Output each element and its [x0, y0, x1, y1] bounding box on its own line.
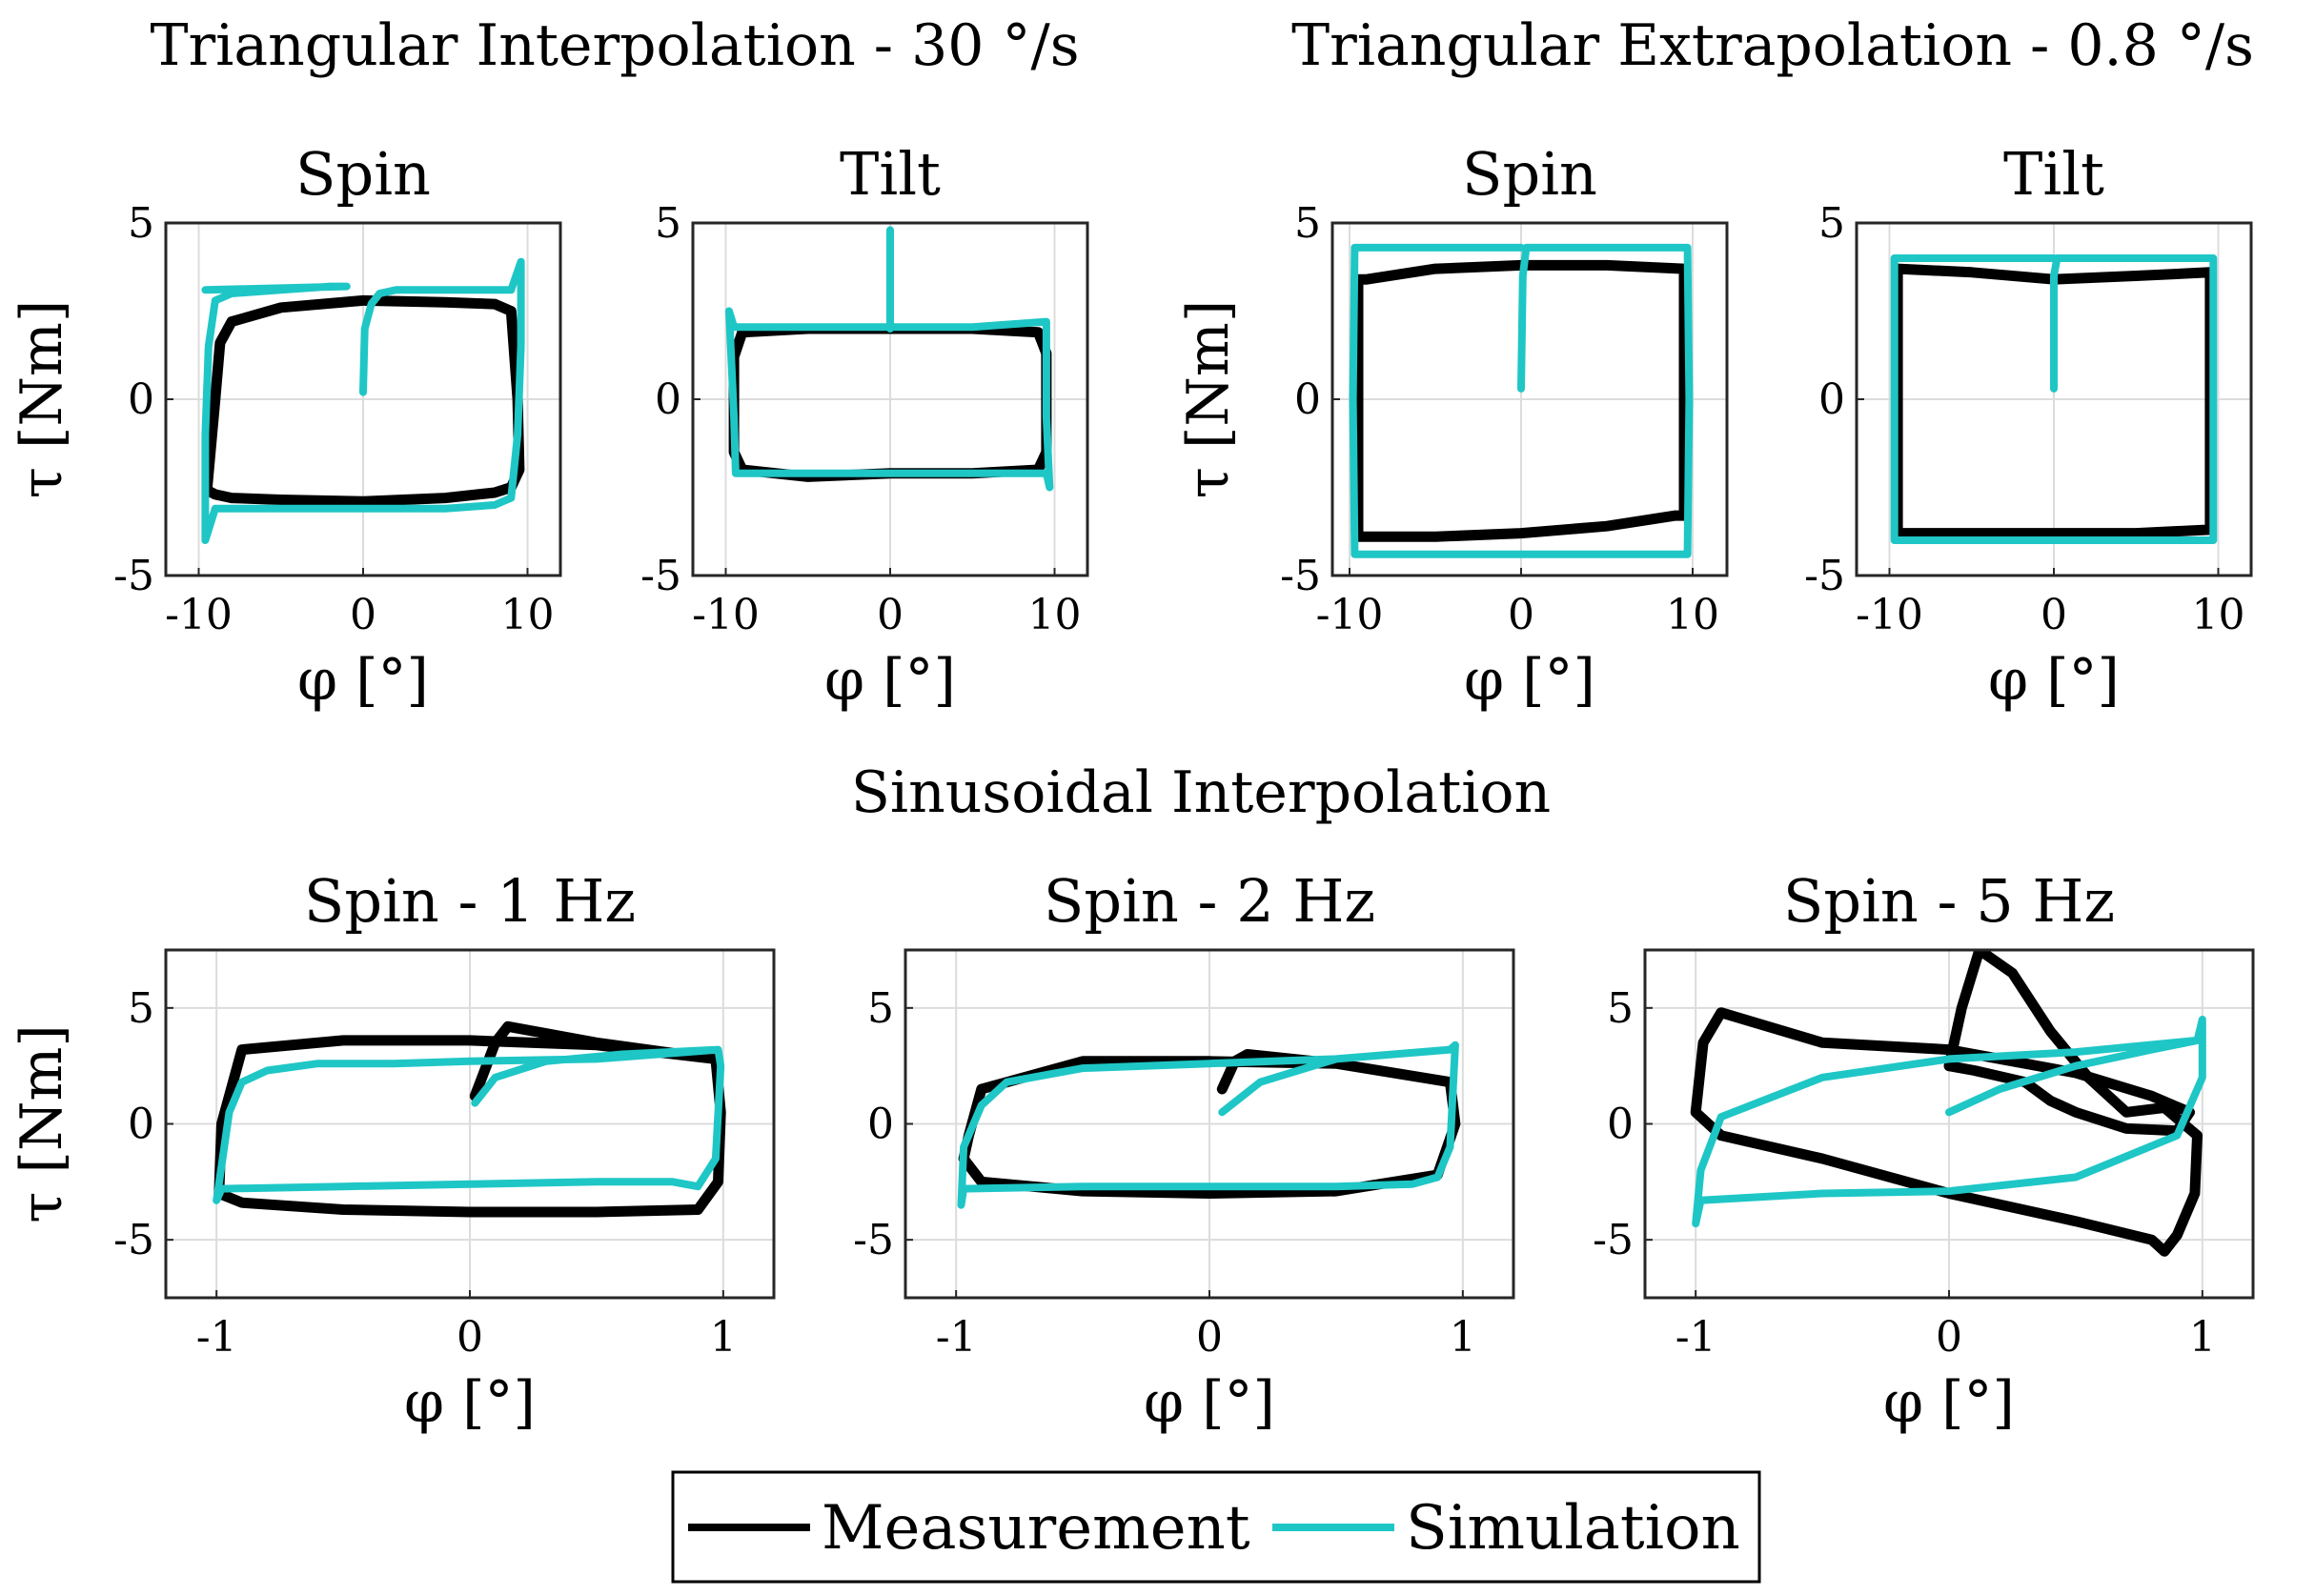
x-tick-label: 1: [2189, 1313, 2216, 1362]
y-tick-label: 0: [128, 1101, 154, 1149]
y-tick-label: 0: [128, 375, 154, 424]
series-group: [957, 1040, 1461, 1209]
x-tick-label: 10: [501, 591, 555, 639]
y-tick-label: 5: [1818, 199, 1845, 248]
series-group: [1890, 254, 2218, 544]
x-tick-label: 0: [350, 591, 376, 639]
x-axis-label: φ [°]: [404, 1369, 536, 1436]
y-tick-label: 5: [655, 199, 681, 248]
series-group: [1349, 243, 1694, 558]
y-tick-label: 5: [128, 199, 154, 248]
measurement-series-line: [1690, 950, 2203, 1257]
y-tick-label: -5: [853, 1216, 894, 1264]
legend-measurement-label: Measurement: [822, 1493, 1250, 1564]
x-tick-label: 0: [1508, 591, 1534, 639]
y-tick-label: 0: [1818, 375, 1845, 424]
x-tick-label: -10: [1856, 591, 1923, 639]
y-axis-label: τ [Nm]: [9, 1024, 75, 1222]
y-tick-label: 0: [1607, 1101, 1634, 1149]
y-tick-label: -5: [113, 1216, 154, 1264]
chart-title: Spin - 5 Hz: [1783, 866, 2115, 936]
y-tick-label: -5: [1593, 1216, 1634, 1264]
chart-title: Tilt: [2003, 139, 2104, 209]
y-tick-label: 5: [1294, 199, 1321, 248]
simulation-series-line: [1349, 243, 1694, 558]
chart-panel-1: -10 0 10 -5 0 5 Spin φ [°] τ [Nm]: [9, 139, 562, 714]
y-tick-label: -5: [1804, 552, 1845, 600]
x-tick-label: 10: [1028, 591, 1082, 639]
chart-panel-7: -1 0 1 -5 0 5 Spin - 5 Hz φ [°]: [1593, 866, 2255, 1436]
chart-panel-5: -1 0 1 -5 0 5 Spin - 1 Hz φ [°] τ [Nm]: [9, 866, 776, 1436]
group-title-triangular-extrapolation: Triangular Extrapolation - 0.8 °/s: [1291, 12, 2254, 79]
x-tick-label: -1: [936, 1313, 977, 1362]
y-tick-label: 5: [128, 984, 154, 1033]
chart-title: Spin: [295, 139, 431, 209]
simulation-series-line: [1692, 1016, 2206, 1228]
chart-title: Spin - 2 Hz: [1044, 866, 1375, 936]
y-tick-label: 5: [867, 984, 894, 1033]
simulation-series-line: [1890, 254, 2218, 544]
chart-panel-6: -1 0 1 -5 0 5 Spin - 2 Hz φ [°]: [853, 866, 1515, 1436]
legend-box: [671, 1470, 1761, 1584]
x-tick-label: 1: [710, 1313, 737, 1362]
x-axis-label: φ [°]: [1464, 647, 1595, 714]
x-axis-label: φ [°]: [1988, 647, 2120, 714]
chart-title: Spin - 1 Hz: [304, 866, 636, 936]
x-tick-label: -10: [165, 591, 233, 639]
y-tick-label: 0: [655, 375, 681, 424]
x-tick-label: -10: [1316, 591, 1384, 639]
chart-panel-3: -10 0 10 -5 0 5 Spin φ [°] τ [Nm]: [1175, 139, 1729, 714]
x-tick-label: 0: [1936, 1313, 1962, 1362]
chart-panel-4: -10 0 10 -5 0 5 Tilt φ [°]: [1804, 139, 2253, 714]
x-tick-label: 0: [877, 591, 904, 639]
series-group: [201, 257, 525, 544]
x-tick-label: 1: [1450, 1313, 1476, 1362]
x-tick-label: -10: [692, 591, 760, 639]
x-axis-label: φ [°]: [824, 647, 956, 714]
x-tick-label: -1: [196, 1313, 237, 1362]
simulation-series-line: [725, 226, 1054, 492]
group-title-sinusoidal-interpolation: Sinusoidal Interpolation: [851, 759, 1551, 826]
x-tick-label: 10: [2192, 591, 2245, 639]
y-tick-label: -5: [640, 552, 681, 600]
x-tick-label: -1: [1675, 1313, 1716, 1362]
x-axis-label: φ [°]: [1144, 1369, 1275, 1436]
x-axis-label: φ [°]: [297, 647, 429, 714]
x-tick-label: 0: [457, 1313, 483, 1362]
x-axis-label: φ [°]: [1883, 1369, 2015, 1436]
y-axis-label: τ [Nm]: [1175, 300, 1242, 498]
y-tick-label: 0: [867, 1101, 894, 1149]
chart-title: Tilt: [840, 139, 941, 209]
simulation-series-line: [201, 257, 525, 544]
legend-simulation-label: Simulation: [1406, 1493, 1740, 1564]
simulation-series-line: [213, 1045, 725, 1204]
y-axis-label: τ [Nm]: [9, 300, 75, 498]
measurement-series-line: [1352, 259, 1690, 542]
series-group: [213, 1020, 726, 1218]
group-title-triangular-interpolation: Triangular Interpolation - 30 °/s: [150, 12, 1079, 79]
y-tick-label: 5: [1607, 984, 1634, 1033]
chart-panel-2: -10 0 10 -5 0 5 Tilt φ [°]: [640, 139, 1089, 714]
simulation-series-line: [957, 1040, 1459, 1209]
x-tick-label: 0: [1196, 1313, 1223, 1362]
x-tick-label: 0: [2041, 591, 2067, 639]
y-tick-label: -5: [1280, 552, 1321, 600]
legend: Measurement Simulation: [671, 1470, 1761, 1584]
series-group: [725, 226, 1054, 492]
series-group: [1690, 950, 2206, 1257]
x-tick-label: 10: [1666, 591, 1719, 639]
y-tick-label: -5: [113, 552, 154, 600]
measurement-series-line: [213, 1020, 726, 1218]
chart-title: Spin: [1462, 139, 1597, 209]
y-tick-label: 0: [1294, 375, 1321, 424]
